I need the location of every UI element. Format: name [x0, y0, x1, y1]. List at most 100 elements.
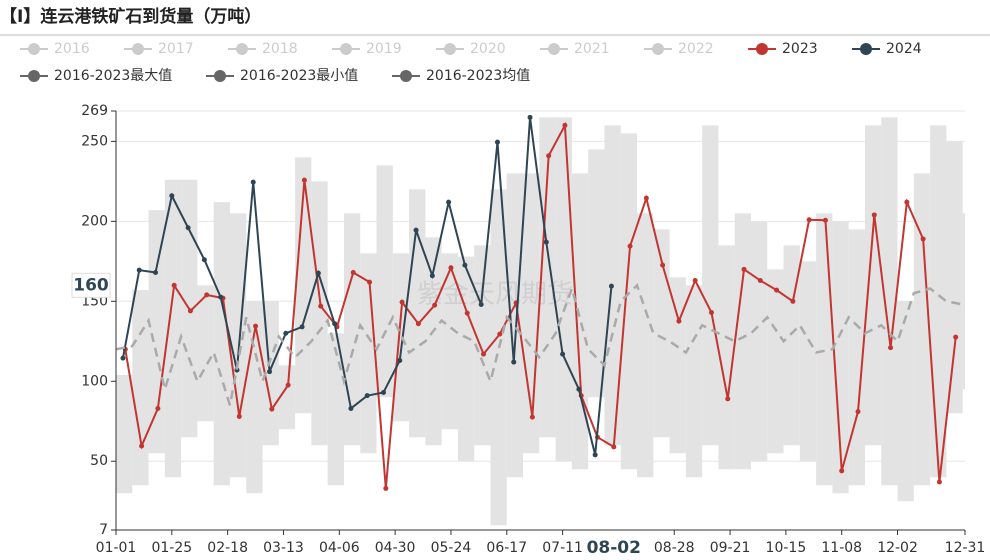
data-point — [267, 369, 273, 375]
data-point — [269, 406, 275, 412]
data-point — [546, 153, 552, 159]
data-point — [155, 405, 161, 411]
legend-item: 2022 — [644, 41, 714, 57]
range-band — [669, 277, 686, 454]
data-point — [920, 236, 926, 242]
legend-swatch — [400, 70, 412, 82]
legend-item: 2018 — [228, 41, 298, 57]
data-point — [643, 195, 649, 201]
range-band — [946, 141, 963, 414]
data-point — [318, 303, 324, 309]
y-tick-label: 7 — [99, 522, 108, 538]
data-point — [839, 468, 845, 474]
range-band — [962, 213, 965, 390]
chart-title: 【I】连云港铁矿石到货量（万吨） — [0, 6, 261, 27]
x-tick-label: 01-01 — [96, 540, 137, 556]
data-point — [169, 193, 175, 199]
data-point — [725, 396, 731, 402]
data-point — [871, 212, 877, 218]
data-point — [397, 357, 403, 363]
data-point — [204, 292, 210, 298]
mean-line — [115, 283, 963, 406]
range-band — [132, 290, 149, 486]
data-point — [888, 345, 894, 351]
data-point — [315, 270, 321, 276]
x-tick-label: 10-15 — [766, 540, 807, 556]
data-point — [855, 409, 861, 415]
range-band — [685, 285, 703, 478]
legend-item: 2020 — [436, 41, 506, 57]
data-point — [904, 199, 910, 205]
data-point — [822, 217, 828, 223]
range-band — [246, 301, 263, 494]
range-band — [327, 333, 344, 486]
range-band — [360, 253, 377, 454]
range-band — [864, 125, 882, 446]
legend-item: 2016 — [20, 41, 90, 57]
data-point — [692, 278, 698, 284]
range-band — [881, 117, 898, 486]
legend-swatch — [132, 43, 144, 55]
range-band — [913, 173, 931, 486]
range-band — [441, 253, 458, 430]
range-band — [897, 301, 914, 502]
data-point — [481, 351, 487, 357]
data-point — [415, 321, 421, 327]
legend-swatch — [340, 43, 352, 55]
legend-label: 2020 — [470, 41, 506, 57]
range-band — [457, 256, 475, 462]
x-tick-label: 12-31 — [945, 540, 986, 556]
range-band — [116, 374, 133, 494]
data-point — [494, 139, 500, 145]
range-band — [734, 213, 752, 470]
legend-swatch — [756, 43, 768, 55]
legend-swatch — [28, 43, 40, 55]
pointer-x-box — [583, 536, 644, 560]
range-band — [930, 125, 947, 478]
data-point — [511, 359, 517, 365]
legend-item: 2021 — [540, 41, 610, 57]
x-tick-label: 08-28 — [654, 540, 695, 556]
data-point — [399, 299, 405, 305]
data-point — [627, 243, 633, 249]
data-point — [171, 282, 177, 288]
x-tick-label: 11-08 — [821, 540, 862, 556]
data-point — [592, 452, 598, 458]
range-band — [783, 245, 800, 446]
data-point — [253, 323, 259, 329]
range-band — [718, 245, 735, 470]
range-band — [148, 210, 165, 454]
range-band — [213, 202, 230, 486]
range-band — [539, 117, 556, 438]
range-band — [376, 165, 393, 398]
data-point — [953, 334, 959, 340]
legend-label: 2017 — [158, 41, 194, 57]
data-point — [285, 382, 291, 388]
data-point — [187, 308, 193, 314]
range-band — [816, 213, 833, 486]
data-point — [201, 257, 207, 263]
data-point — [562, 122, 568, 128]
range-band — [751, 221, 768, 462]
legend-swatch — [444, 43, 456, 55]
pointer-y-box — [71, 272, 111, 298]
y-tick-label: 200 — [81, 213, 108, 229]
data-point — [462, 262, 468, 268]
range-band — [343, 213, 361, 446]
data-point — [497, 331, 503, 337]
data-point — [806, 217, 812, 223]
data-point — [464, 310, 470, 316]
x-tick-label: 04-30 — [375, 540, 416, 556]
legend-label: 2022 — [678, 41, 714, 57]
legend-label: 2021 — [574, 41, 610, 57]
data-point — [608, 283, 614, 289]
legend-item: 2016-2023最小值 — [206, 68, 358, 84]
data-point — [380, 389, 386, 395]
range-band — [490, 189, 507, 526]
data-point — [236, 413, 242, 419]
data-point — [383, 485, 389, 491]
legend-label: 2016 — [54, 41, 90, 57]
legend-label: 2019 — [366, 41, 402, 57]
legend-label: 2024 — [886, 41, 922, 57]
